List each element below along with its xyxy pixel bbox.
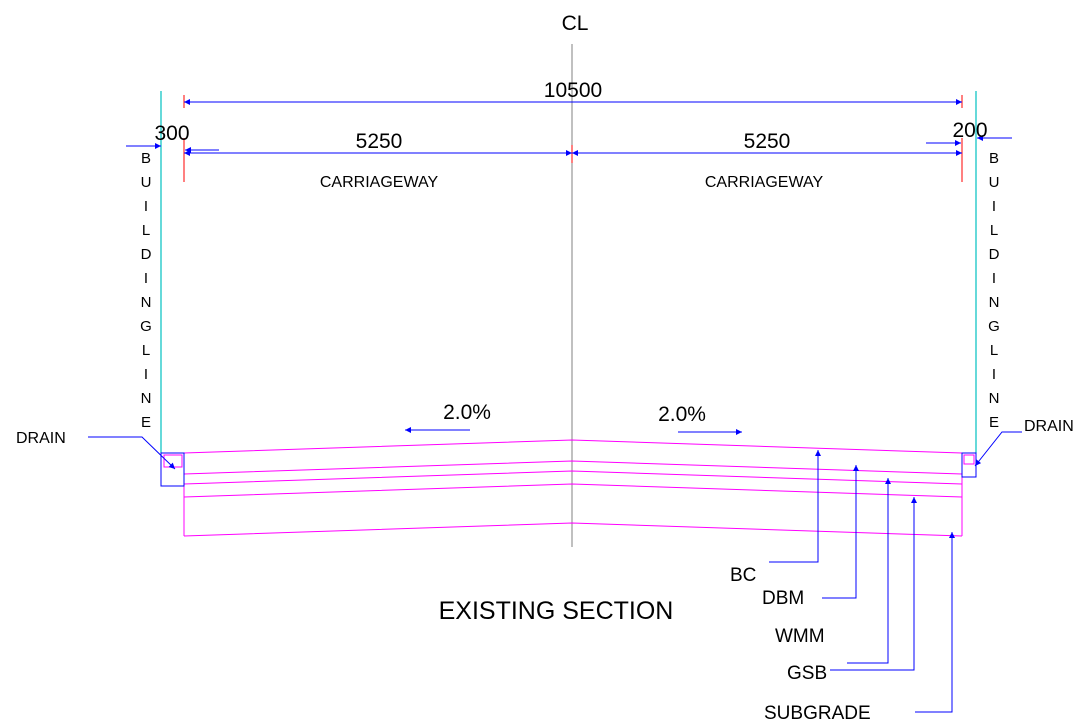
drain-left-label: DRAIN <box>16 430 66 447</box>
dimension-offsets: 300 200 <box>126 119 1012 153</box>
layer-wmm-top <box>183 470 963 485</box>
drain-right: DRAIN <box>961 418 1074 478</box>
building-line-letter: U <box>141 174 152 191</box>
building-line-letter: I <box>144 270 148 287</box>
drain-right-inner <box>963 454 975 465</box>
dimension-overall: 10500 <box>184 79 962 105</box>
building-line-letter: L <box>142 342 150 359</box>
building-line-letter: I <box>144 198 148 215</box>
building-line-letter: D <box>989 246 1000 263</box>
drawing-title: EXISTING SECTION <box>439 597 674 625</box>
callout-bc-leader <box>769 450 821 563</box>
drain-right-label: DRAIN <box>1024 418 1074 435</box>
dimension-left-half-label: 5250 <box>356 130 403 153</box>
drain-right-leader <box>974 431 1022 467</box>
building-line-letter: N <box>141 390 152 407</box>
callout-wmm-leader <box>847 478 891 664</box>
layer-callouts <box>769 450 955 713</box>
zone-right-label: CARRIAGEWAY <box>705 174 824 191</box>
layer-bc-top <box>183 439 963 454</box>
building-line-letter: L <box>990 222 998 239</box>
callout-gsb-leader <box>830 497 917 671</box>
building-lines <box>160 91 977 453</box>
layer-dbm-top <box>183 460 963 475</box>
pavement-layers <box>183 439 963 537</box>
centerline-label: CL <box>562 12 589 35</box>
centerline: CL <box>562 12 589 547</box>
building-line-letter: L <box>990 342 998 359</box>
building-line-letter: D <box>141 246 152 263</box>
callout-wmm-label: WMM <box>775 626 825 647</box>
building-line-letter: G <box>988 318 1000 335</box>
drain-left-box <box>160 452 185 487</box>
zone-left-label: CARRIAGEWAY <box>320 174 439 191</box>
dimension-halves: 5250 5250 <box>184 130 962 156</box>
slope-left-label: 2.0% <box>443 401 491 424</box>
dimension-left-offset-label: 300 <box>154 122 189 145</box>
drain-left: DRAIN <box>16 430 185 487</box>
drain-left-leader <box>88 436 176 470</box>
dimension-overall-label: 10500 <box>544 79 602 102</box>
building-line-letter: I <box>992 366 996 383</box>
callout-bc-label: BC <box>730 565 756 586</box>
slope-left: 2.0% <box>405 401 491 433</box>
layer-subgrade-top <box>183 522 963 537</box>
building-line-letter: I <box>992 270 996 287</box>
building-line-letter: B <box>989 150 999 167</box>
building-line-letter: G <box>140 318 152 335</box>
callout-subgrade-label: SUBGRADE <box>764 703 871 724</box>
slope-right-label: 2.0% <box>658 403 706 426</box>
building-line-letter: L <box>142 222 150 239</box>
callout-subgrade-leader <box>915 532 955 713</box>
building-line-letter: I <box>992 198 996 215</box>
building-line-letter: N <box>989 294 1000 311</box>
building-line-letter: E <box>989 414 999 431</box>
callout-gsb-label: GSB <box>787 663 827 684</box>
building-line-letter: I <box>144 366 148 383</box>
building-line-letter: U <box>989 174 1000 191</box>
building-line-letter: E <box>141 414 151 431</box>
dimension-right-half-label: 5250 <box>744 130 791 153</box>
callout-dbm-leader <box>822 465 859 599</box>
layer-gsb-top <box>183 483 963 498</box>
dimension-right-offset-label: 200 <box>952 119 987 142</box>
building-line-letter: N <box>141 294 152 311</box>
building-line-letter: N <box>989 390 1000 407</box>
callout-dbm-label: DBM <box>762 588 804 609</box>
slope-right: 2.0% <box>658 403 742 435</box>
extension-ticks <box>183 95 963 182</box>
building-line-letter: B <box>141 150 151 167</box>
